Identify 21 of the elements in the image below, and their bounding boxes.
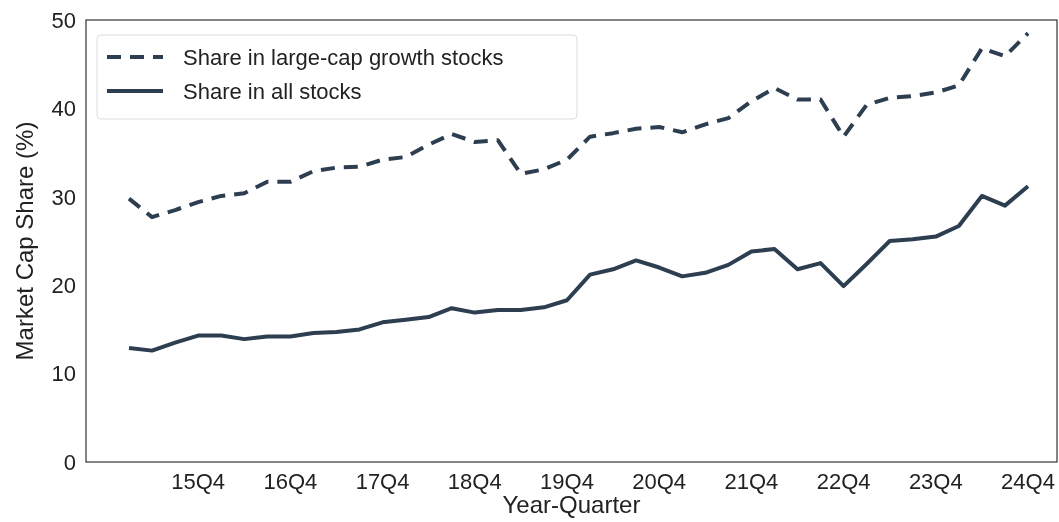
y-tick-label: 40 xyxy=(51,96,76,122)
y-tick-label: 10 xyxy=(51,361,76,387)
x-tick-label: 23Q4 xyxy=(908,469,963,494)
legend-label: Share in large-cap growth stocks xyxy=(183,44,504,70)
x-tick-label: 20Q4 xyxy=(632,469,687,494)
x-tick-label: 15Q4 xyxy=(171,469,226,494)
y-tick-label: 20 xyxy=(51,272,76,298)
x-tick-label: 17Q4 xyxy=(355,469,410,494)
x-tick-label: 16Q4 xyxy=(263,469,318,494)
y-tick-label: 30 xyxy=(51,184,76,210)
line-series xyxy=(127,184,1030,353)
y-axis-title: Market Cap Share (%) xyxy=(11,121,38,361)
x-tick-label: 19Q4 xyxy=(540,469,594,494)
y-tick-label: 0 xyxy=(63,449,76,475)
x-tick-label: 24Q4 xyxy=(1001,469,1055,494)
y-tick-label: 50 xyxy=(51,7,76,33)
legend-label: Share in all stocks xyxy=(183,78,362,104)
x-tick-label: 22Q4 xyxy=(816,469,871,494)
line-series xyxy=(127,31,1030,220)
x-tick-label: 18Q4 xyxy=(447,469,502,494)
x-tick-label: 21Q4 xyxy=(724,469,779,494)
